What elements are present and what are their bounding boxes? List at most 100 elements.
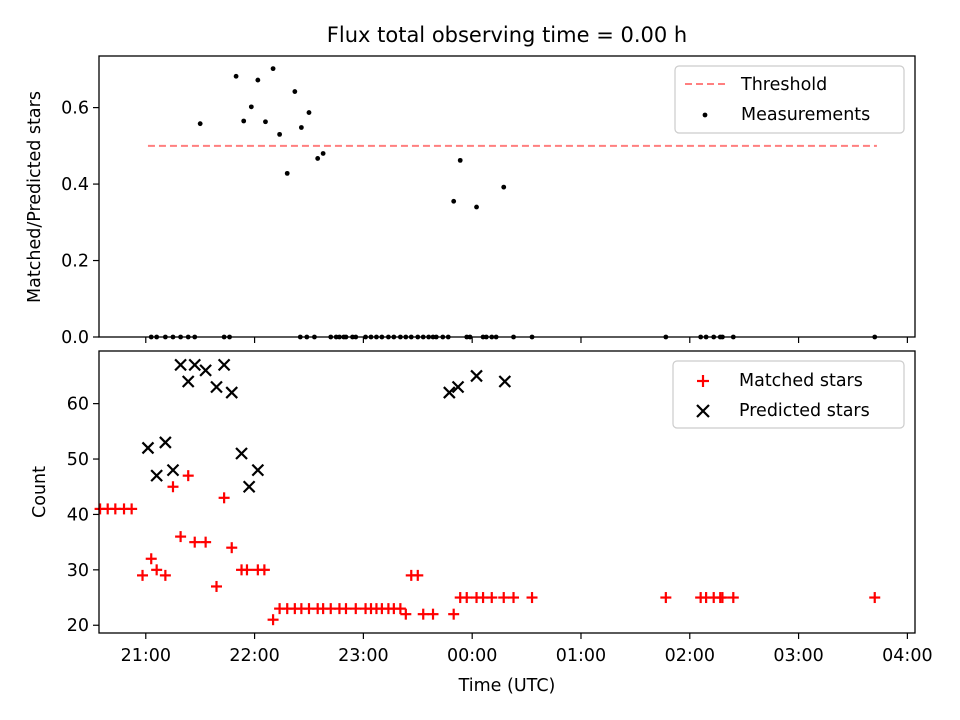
legend-threshold-label: Threshold [740, 75, 827, 95]
measurements-point [270, 66, 276, 72]
predicted-stars-point [150, 469, 163, 482]
measurements-point [457, 157, 463, 163]
matched-stars-point [189, 536, 201, 548]
bottom-panel: 20 30 40 50 60 21:00 22:00 23:00 00:00 01:00 02:0… [30, 350, 933, 696]
matched-stars-point [211, 580, 223, 592]
measurements-point [233, 73, 239, 79]
matched-stars-point [417, 608, 429, 620]
measurements-point [248, 104, 254, 110]
predicted-stars-point [210, 380, 223, 394]
measurements-point [255, 77, 261, 83]
predicted-stars-point [235, 447, 248, 460]
legend-predicted-label: Predicted stars [739, 401, 870, 421]
bottom-y-axis-label: Count [30, 466, 50, 518]
x-axis-label: Time (UTC) [458, 676, 556, 696]
bottom-x-ticks: 21:00 22:00 23:00 00:00 01:00 02:00 03:00 04:00 [121, 633, 933, 666]
predicted-stars-point [174, 358, 187, 372]
matched-stars-point [508, 592, 520, 604]
top-y-tick-label: 0.0 [61, 328, 89, 348]
bottom-x-tick-label: 03:00 [773, 646, 823, 666]
top-y-axis-label: Matched/Predicted stars [25, 91, 45, 303]
predicted-stars-point [166, 463, 180, 477]
bottom-y-tick-label: 60 [67, 395, 89, 415]
matched-stars-point [241, 564, 253, 576]
measurements-point [501, 184, 507, 190]
bottom-y-tick-label: 30 [67, 561, 89, 581]
predicted-stars-point [199, 364, 212, 377]
measurements-point [292, 89, 298, 94]
measurements-point [197, 121, 203, 127]
top-y-tick-label: 0.6 [61, 99, 89, 119]
predicted-stars-point [159, 436, 172, 449]
matched-stars-point [486, 592, 498, 604]
matched-stars-point [218, 492, 230, 504]
matched-stars-point [869, 592, 881, 604]
bottom-x-tick-label: 00:00 [447, 646, 497, 666]
top-y-tick-label: 0.2 [61, 252, 89, 272]
predicted-stars-point [188, 358, 202, 372]
bottom-legend-box [672, 360, 905, 429]
matched-stars-point [340, 603, 352, 615]
matched-stars-point [267, 614, 279, 626]
legend-matched-swatch [697, 375, 709, 387]
matched-stars-point [526, 592, 538, 604]
bottom-y-ticks: 20 30 40 50 60 [67, 395, 99, 636]
legend-measurements-label: Measurements [741, 105, 870, 125]
predicted-stars-point [498, 375, 512, 388]
top-legend-box [674, 65, 905, 134]
bottom-y-tick-label: 40 [67, 505, 89, 525]
matched-stars-point [394, 603, 406, 615]
measurements-point [277, 131, 283, 137]
measurements-point [241, 118, 247, 124]
bottom-axes-frame [98, 350, 916, 634]
matched-stars-point [145, 553, 157, 565]
top-y-ticks: 0.0 0.2 0.4 0.6 [61, 99, 99, 348]
matched-stars-point [226, 542, 238, 554]
predicted-stars-point [217, 358, 231, 372]
predicted-stars-point [251, 463, 265, 477]
legend-predicted-swatch [696, 404, 710, 418]
predicted-stars-point [242, 480, 256, 494]
predicted-stars-point [443, 386, 456, 399]
top-y-tick-label: 0.4 [61, 175, 89, 195]
top-marks [148, 66, 878, 340]
measurements-point [263, 119, 268, 125]
predicted-stars-point [225, 386, 239, 399]
measurements-point [284, 170, 290, 176]
top-x-ticks [145, 337, 908, 343]
matched-stars-point [175, 531, 187, 543]
bottom-x-tick-label: 22:00 [229, 646, 279, 666]
matched-stars-point [167, 481, 179, 493]
matched-stars-point [159, 569, 171, 581]
bottom-y-tick-label: 50 [67, 450, 89, 470]
matched-stars-point [716, 592, 728, 604]
matched-stars-point [137, 569, 149, 581]
matched-stars-point [182, 470, 194, 482]
legend-measurements-swatch [702, 112, 708, 118]
measurements-point [315, 156, 321, 161]
measurements-point [474, 204, 479, 210]
matched-stars-point [151, 564, 163, 576]
matched-stars-point [427, 608, 439, 620]
matched-stars-point [498, 592, 510, 604]
matched-stars-point [400, 608, 412, 620]
figure-title: Flux total observing time = 0.00 h [327, 23, 687, 47]
matched-stars-point [350, 603, 362, 615]
bottom-x-tick-label: 04:00 [882, 646, 932, 666]
matched-stars-point [412, 569, 424, 581]
top-legend: Threshold Measurements [674, 65, 905, 134]
bottom-x-tick-label: 21:00 [121, 646, 171, 666]
bottom-y-tick-label: 20 [67, 616, 89, 636]
bottom-marks [94, 358, 881, 626]
measurements-point [306, 110, 312, 115]
predicted-stars-point [181, 375, 195, 388]
top-panel: 0.0 0.2 0.4 0.6 Matched/Predicted stars Thr… [25, 55, 916, 348]
matched-stars-point [660, 592, 672, 604]
matched-stars-point [727, 592, 739, 604]
bottom-x-tick-label: 23:00 [338, 646, 388, 666]
predicted-stars-point [470, 369, 483, 383]
matched-stars-point [200, 536, 212, 548]
matched-stars-point [126, 503, 138, 515]
matched-stars-point [448, 608, 460, 620]
